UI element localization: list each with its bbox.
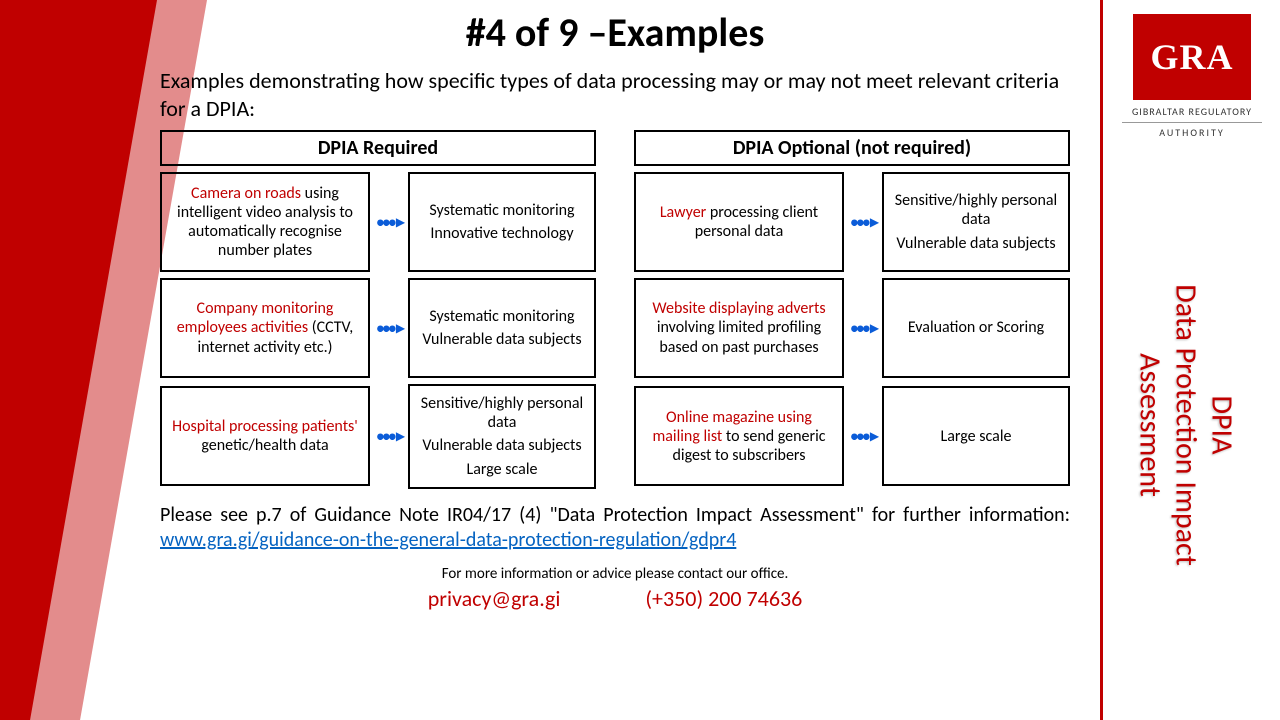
required-criteria-cell: Systematic monitoring Vulnerable data sub…: [408, 278, 596, 378]
criteria-line: Large scale: [467, 460, 538, 479]
required-scenario-cell: Camera on roads using intelligent video …: [160, 172, 370, 272]
logo: GRA GIBRALTAR REGULATORY AUTHORITY: [1122, 14, 1262, 139]
criteria-line: Systematic monitoring: [429, 307, 574, 326]
scenario-rest: processing client personal data: [695, 203, 818, 241]
contact-details: privacy@gra.gi (+350) 200 74636: [150, 585, 1080, 612]
examples-table: DPIA Required DPIA Optional (not require…: [160, 130, 1070, 489]
optional-pair: Online magazine using mailing list to se…: [634, 384, 1070, 489]
scenario-rest: genetic/health data: [201, 436, 328, 455]
contact-email: privacy@gra.gi: [428, 585, 561, 612]
optional-pair: Lawyer processing client personal data••…: [634, 172, 1070, 272]
slide-title: #4 of 9 –Examples: [150, 8, 1080, 57]
criteria-line: Evaluation or Scoring: [908, 318, 1044, 337]
contact-line: For more information or advice please co…: [150, 565, 1080, 583]
side-title-l1: DPIA: [1204, 396, 1241, 455]
logo-abbrev: GRA: [1151, 36, 1234, 78]
required-scenario-cell: Company monitoring employees activities …: [160, 278, 370, 378]
required-scenario-cell: Hospital processing patients' genetic/he…: [160, 386, 370, 486]
footnote-link[interactable]: www.gra.gi/guidance-on-the-general-data-…: [160, 528, 736, 552]
arrow-icon: •••: [374, 317, 404, 339]
logo-line2: AUTHORITY: [1122, 126, 1262, 139]
criteria-line: Systematic monitoring: [429, 201, 574, 220]
content-area: #4 of 9 –Examples Examples demonstrating…: [150, 8, 1080, 612]
logo-square: GRA: [1133, 14, 1251, 100]
table-row: Company monitoring employees activities …: [160, 278, 1070, 378]
scenario-highlight: Camera on roads: [191, 184, 305, 203]
criteria-line: Innovative technology: [430, 224, 573, 243]
scenario-rest: involving limited profiling based on pas…: [657, 318, 821, 356]
optional-scenario-cell: Website displaying adverts involving lim…: [634, 278, 844, 378]
criteria-line: Sensitive/highly personal data: [890, 191, 1062, 229]
contact-phone: (+350) 200 74636: [645, 585, 802, 612]
criteria-line: Vulnerable data subjects: [896, 234, 1055, 253]
slide: GRA GIBRALTAR REGULATORY AUTHORITY DPIA …: [0, 0, 1280, 720]
arrow-icon: •••: [848, 211, 878, 233]
scenario-highlight: Hospital processing patients': [172, 417, 358, 436]
right-sidebar: GRA GIBRALTAR REGULATORY AUTHORITY DPIA …: [1100, 0, 1280, 720]
criteria-line: Vulnerable data subjects: [422, 330, 581, 349]
arrow-icon: •••: [848, 317, 878, 339]
header-optional: DPIA Optional (not required): [634, 130, 1070, 166]
side-title-l2: Data Protection Impact: [1168, 284, 1205, 565]
arrow-icon: •••: [848, 425, 878, 447]
optional-criteria-cell: Sensitive/highly personal data Vulnerable…: [882, 172, 1070, 272]
scenario-highlight: Company monitoring employees activities: [177, 299, 334, 337]
optional-criteria-cell: Large scale: [882, 386, 1070, 486]
side-title: DPIA Data Protection Impact Assessment: [1106, 190, 1266, 660]
criteria-line: Vulnerable data subjects: [422, 436, 581, 455]
criteria-line: Large scale: [941, 427, 1012, 446]
optional-criteria-cell: Evaluation or Scoring: [882, 278, 1070, 378]
required-pair: Camera on roads using intelligent video …: [160, 172, 596, 272]
side-title-l3: Assessment: [1132, 353, 1169, 497]
required-pair: Hospital processing patients' genetic/he…: [160, 384, 596, 489]
scenario-highlight: Lawyer: [660, 203, 710, 222]
criteria-line: Sensitive/highly personal data: [416, 394, 588, 432]
arrow-icon: •••: [374, 425, 404, 447]
logo-line1: GIBRALTAR REGULATORY: [1122, 106, 1262, 123]
header-required: DPIA Required: [160, 130, 596, 166]
arrow-icon: •••: [374, 211, 404, 233]
required-criteria-cell: Systematic monitoring Innovative technolo…: [408, 172, 596, 272]
optional-pair: Website displaying adverts involving lim…: [634, 278, 1070, 378]
required-criteria-cell: Sensitive/highly personal data Vulnerable…: [408, 384, 596, 489]
table-row: Hospital processing patients' genetic/he…: [160, 384, 1070, 489]
footnote: Please see p.7 of Guidance Note IR04/17 …: [160, 503, 1070, 553]
scenario-highlight: Website displaying adverts: [652, 299, 825, 318]
optional-scenario-cell: Lawyer processing client personal data: [634, 172, 844, 272]
optional-scenario-cell: Online magazine using mailing list to se…: [634, 386, 844, 486]
table-row: Camera on roads using intelligent video …: [160, 172, 1070, 272]
required-pair: Company monitoring employees activities …: [160, 278, 596, 378]
footnote-pre: Please see p.7 of Guidance Note IR04/17 …: [160, 503, 1070, 527]
intro-text: Examples demonstrating how specific type…: [160, 67, 1080, 122]
